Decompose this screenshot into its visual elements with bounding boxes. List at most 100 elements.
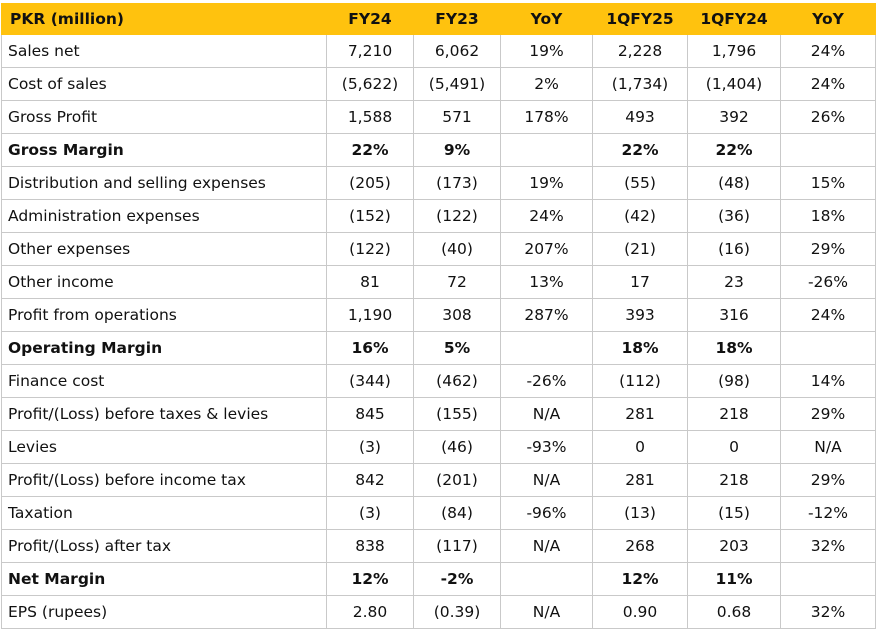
row-label: Taxation bbox=[1, 496, 327, 530]
table-cell: 308 bbox=[413, 298, 501, 332]
table-cell: 32% bbox=[780, 529, 876, 563]
table-cell: 14% bbox=[780, 364, 876, 398]
table-cell: 842 bbox=[326, 463, 414, 497]
table-cell: 29% bbox=[780, 232, 876, 266]
table-cell bbox=[780, 133, 876, 167]
table-cell: (122) bbox=[326, 232, 414, 266]
table-cell: 32% bbox=[780, 595, 876, 629]
table-cell: (5,491) bbox=[413, 67, 501, 101]
table-cell: 19% bbox=[500, 166, 593, 200]
row-label: Gross Margin bbox=[1, 133, 327, 167]
row-label: Administration expenses bbox=[1, 199, 327, 233]
header-cell: 1QFY25 bbox=[592, 3, 688, 35]
table-cell: -93% bbox=[500, 430, 593, 464]
table-cell bbox=[780, 331, 876, 365]
table-cell: 392 bbox=[687, 100, 781, 134]
row-label: Profit from operations bbox=[1, 298, 327, 332]
table-cell: 2.80 bbox=[326, 595, 414, 629]
table-cell: (16) bbox=[687, 232, 781, 266]
table-cell: 178% bbox=[500, 100, 593, 134]
table-cell: 7,210 bbox=[326, 34, 414, 68]
row-label: Gross Profit bbox=[1, 100, 327, 134]
header-cell: FY24 bbox=[326, 3, 414, 35]
header-cell: YoY bbox=[780, 3, 876, 35]
table-cell: 1,796 bbox=[687, 34, 781, 68]
table-row: Sales net 7,210 6,062 19% 2,228 1,796 24% bbox=[1, 34, 876, 68]
row-label: Profit/(Loss) before taxes & levies bbox=[1, 397, 327, 431]
table-row: Other expenses (122) (40) 207% (21) (16) 29% bbox=[1, 232, 876, 266]
header-cell: FY23 bbox=[413, 3, 501, 35]
table-cell bbox=[500, 331, 593, 365]
table-cell: 22% bbox=[592, 133, 688, 167]
header-cell: YoY bbox=[500, 3, 593, 35]
row-label: Profit/(Loss) after tax bbox=[1, 529, 327, 563]
row-label: Operating Margin bbox=[1, 331, 327, 365]
table-cell: (462) bbox=[413, 364, 501, 398]
header-cell: 1QFY24 bbox=[687, 3, 781, 35]
table-cell: (3) bbox=[326, 430, 414, 464]
table-cell: N/A bbox=[500, 397, 593, 431]
row-label: Distribution and selling expenses bbox=[1, 166, 327, 200]
table-cell: -26% bbox=[780, 265, 876, 299]
table-cell: 81 bbox=[326, 265, 414, 299]
row-label: Finance cost bbox=[1, 364, 327, 398]
table-cell: (55) bbox=[592, 166, 688, 200]
table-row: Other income 81 72 13% 17 23 -26% bbox=[1, 265, 876, 299]
table-cell: 0 bbox=[592, 430, 688, 464]
row-label: Levies bbox=[1, 430, 327, 464]
table-row: Cost of sales (5,622) (5,491) 2% (1,734) (1,4… bbox=[1, 67, 876, 101]
table-cell: (201) bbox=[413, 463, 501, 497]
table-cell: -96% bbox=[500, 496, 593, 530]
table-header: PKR (million) FY24 FY23 YoY 1QFY25 1QFY2… bbox=[1, 3, 876, 35]
table-cell: 12% bbox=[592, 562, 688, 596]
table-cell: 26% bbox=[780, 100, 876, 134]
table-cell: 1,190 bbox=[326, 298, 414, 332]
table-cell bbox=[500, 562, 593, 596]
table-cell: 29% bbox=[780, 397, 876, 431]
table-cell: 5% bbox=[413, 331, 501, 365]
table-cell: (42) bbox=[592, 199, 688, 233]
income-statement-table: PKR (million) FY24 FY23 YoY 1QFY25 1QFY2… bbox=[1, 3, 876, 629]
table-cell: 19% bbox=[500, 34, 593, 68]
table-cell: 218 bbox=[687, 463, 781, 497]
row-label: Net Margin bbox=[1, 562, 327, 596]
row-label: Profit/(Loss) before income tax bbox=[1, 463, 327, 497]
table-cell: N/A bbox=[780, 430, 876, 464]
table-row: Administration expenses (152) (122) 24% (42)… bbox=[1, 199, 876, 233]
table-cell: (40) bbox=[413, 232, 501, 266]
table-cell: 72 bbox=[413, 265, 501, 299]
table-cell: (3) bbox=[326, 496, 414, 530]
table-cell: N/A bbox=[500, 595, 593, 629]
table-cell: N/A bbox=[500, 463, 593, 497]
table-row: Gross Margin 22% 9% 22% 22% bbox=[1, 133, 876, 167]
table-row: Profit/(Loss) before income tax 842 (201) N… bbox=[1, 463, 876, 497]
table-row: Operating Margin 16% 5% 18% 18% bbox=[1, 331, 876, 365]
row-label: EPS (rupees) bbox=[1, 595, 327, 629]
table-cell: 15% bbox=[780, 166, 876, 200]
table-cell: 22% bbox=[687, 133, 781, 167]
table-row: Distribution and selling expenses (205) (1… bbox=[1, 166, 876, 200]
table-row: Taxation (3) (84) -96% (13) (15) -12% bbox=[1, 496, 876, 530]
table-cell: (344) bbox=[326, 364, 414, 398]
table-cell: (21) bbox=[592, 232, 688, 266]
table-cell: 845 bbox=[326, 397, 414, 431]
table-row: EPS (rupees) 2.80 (0.39) N/A 0.90 0.68 32% bbox=[1, 595, 876, 629]
table-cell: 281 bbox=[592, 397, 688, 431]
table-body: Sales net 7,210 6,062 19% 2,228 1,796 24% Cost … bbox=[1, 34, 876, 629]
table-cell: (13) bbox=[592, 496, 688, 530]
table-cell: (155) bbox=[413, 397, 501, 431]
table-cell: 24% bbox=[780, 67, 876, 101]
table-cell: 493 bbox=[592, 100, 688, 134]
table-cell: 24% bbox=[780, 298, 876, 332]
table-cell: 18% bbox=[780, 199, 876, 233]
table-cell: 1,588 bbox=[326, 100, 414, 134]
table-cell: 203 bbox=[687, 529, 781, 563]
table-cell: (48) bbox=[687, 166, 781, 200]
table-cell: 22% bbox=[326, 133, 414, 167]
table-cell: 316 bbox=[687, 298, 781, 332]
row-label: Cost of sales bbox=[1, 67, 327, 101]
table-cell: 0.68 bbox=[687, 595, 781, 629]
table-cell: 0 bbox=[687, 430, 781, 464]
table-cell: (1,734) bbox=[592, 67, 688, 101]
